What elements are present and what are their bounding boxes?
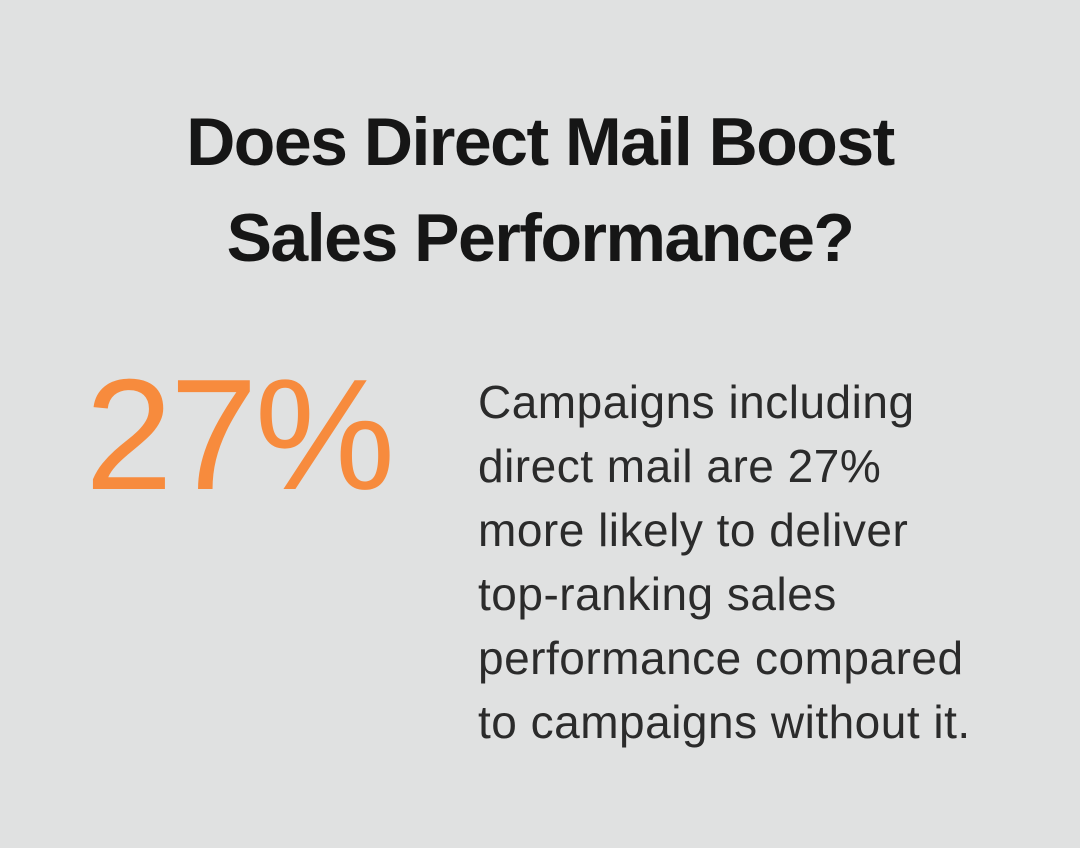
page-title: Does Direct Mail Boost Sales Performance… bbox=[186, 104, 895, 276]
stat-description: Campaigns including direct mail are 27% … bbox=[478, 376, 971, 748]
stat-value: 27% bbox=[85, 347, 395, 523]
